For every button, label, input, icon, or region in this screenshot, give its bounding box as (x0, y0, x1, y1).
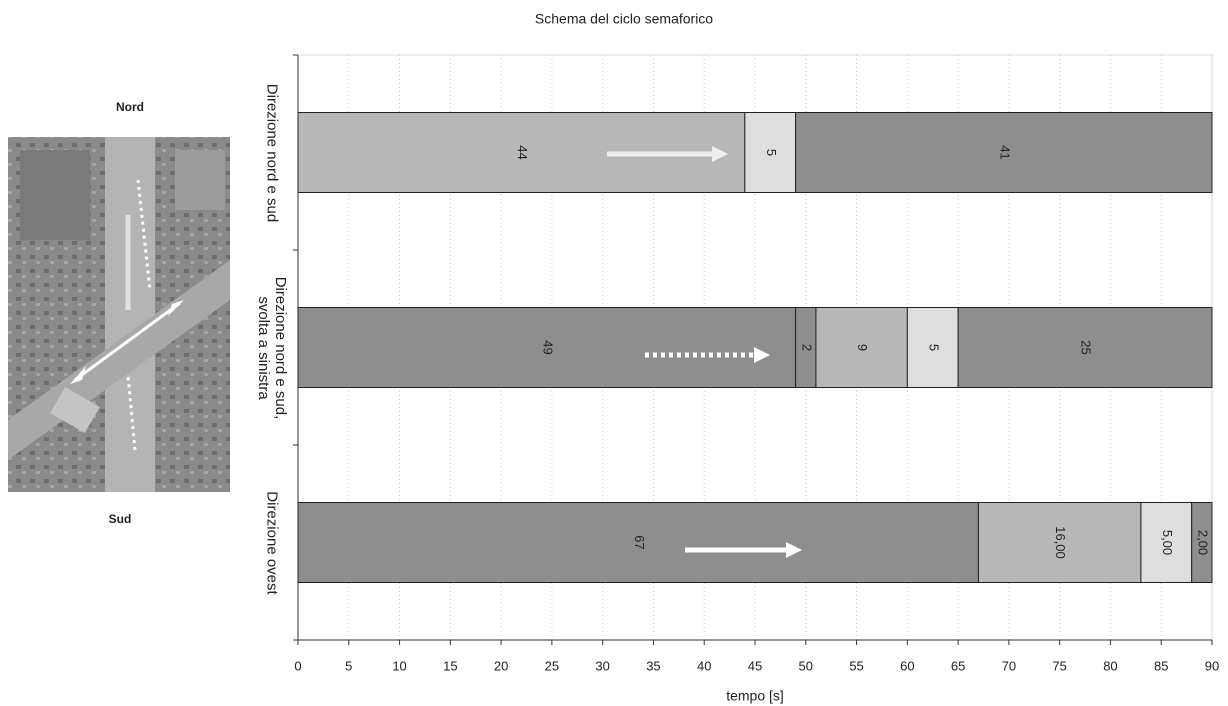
value-label: 9 (855, 344, 870, 351)
x-tick-label: 60 (900, 658, 914, 673)
bar-segment (977, 502, 1142, 583)
x-tick-label: 65 (951, 658, 965, 673)
x-tick-label: 90 (1205, 658, 1219, 673)
x-tick-label: 20 (494, 658, 508, 673)
value-label: 5 (926, 344, 941, 351)
category-label: Direzione nord e sud (263, 83, 281, 222)
value-label: 25 (1079, 340, 1094, 354)
x-tick-label: 10 (392, 658, 406, 673)
value-label: 67 (632, 535, 647, 549)
bar-segment (795, 112, 1213, 193)
value-label: 49 (540, 340, 555, 354)
x-tick-label: 55 (849, 658, 863, 673)
bar-segment (815, 307, 908, 388)
x-tick-label: 15 (443, 658, 457, 673)
value-label: 41 (997, 145, 1012, 159)
x-tick-label: 35 (646, 658, 660, 673)
x-axis-label: tempo [s] (726, 688, 784, 704)
x-tick-label: 5 (345, 658, 352, 673)
value-label: 5,00 (1160, 530, 1175, 555)
bar-segment (297, 307, 797, 388)
bar-segment (297, 502, 979, 583)
x-tick-label: 40 (697, 658, 711, 673)
value-label: 2 (799, 344, 814, 351)
x-tick-label: 85 (1154, 658, 1168, 673)
bar-segment (744, 112, 797, 193)
x-tick-label: 70 (1002, 658, 1016, 673)
photo-label-north: Nord (116, 100, 144, 114)
x-tick-label: 0 (294, 658, 301, 673)
category-label: Direzione nord e sud, svolta a sinistra (255, 276, 289, 419)
category-label: Direzione ovest (263, 490, 281, 595)
value-label: 16,00 (1053, 526, 1068, 559)
x-tick-label: 80 (1103, 658, 1117, 673)
value-label: 2,00 (1195, 530, 1210, 555)
bar-segment (957, 307, 1213, 388)
x-tick-label: 50 (799, 658, 813, 673)
photo-label-south: Sud (109, 512, 132, 526)
value-label: 5 (764, 149, 779, 156)
x-tick-label: 25 (545, 658, 559, 673)
direction-arrows (607, 146, 802, 558)
bar-segment (1191, 502, 1213, 583)
value-label: 44 (515, 145, 530, 159)
x-tick-label: 75 (1052, 658, 1066, 673)
x-tick-label: 45 (748, 658, 762, 673)
bar-segment (906, 307, 959, 388)
aerial-photo (8, 137, 230, 492)
chart-title: Schema del ciclo semaforico (535, 11, 713, 27)
bar-segment (1140, 502, 1193, 583)
x-tick-label: 30 (595, 658, 609, 673)
